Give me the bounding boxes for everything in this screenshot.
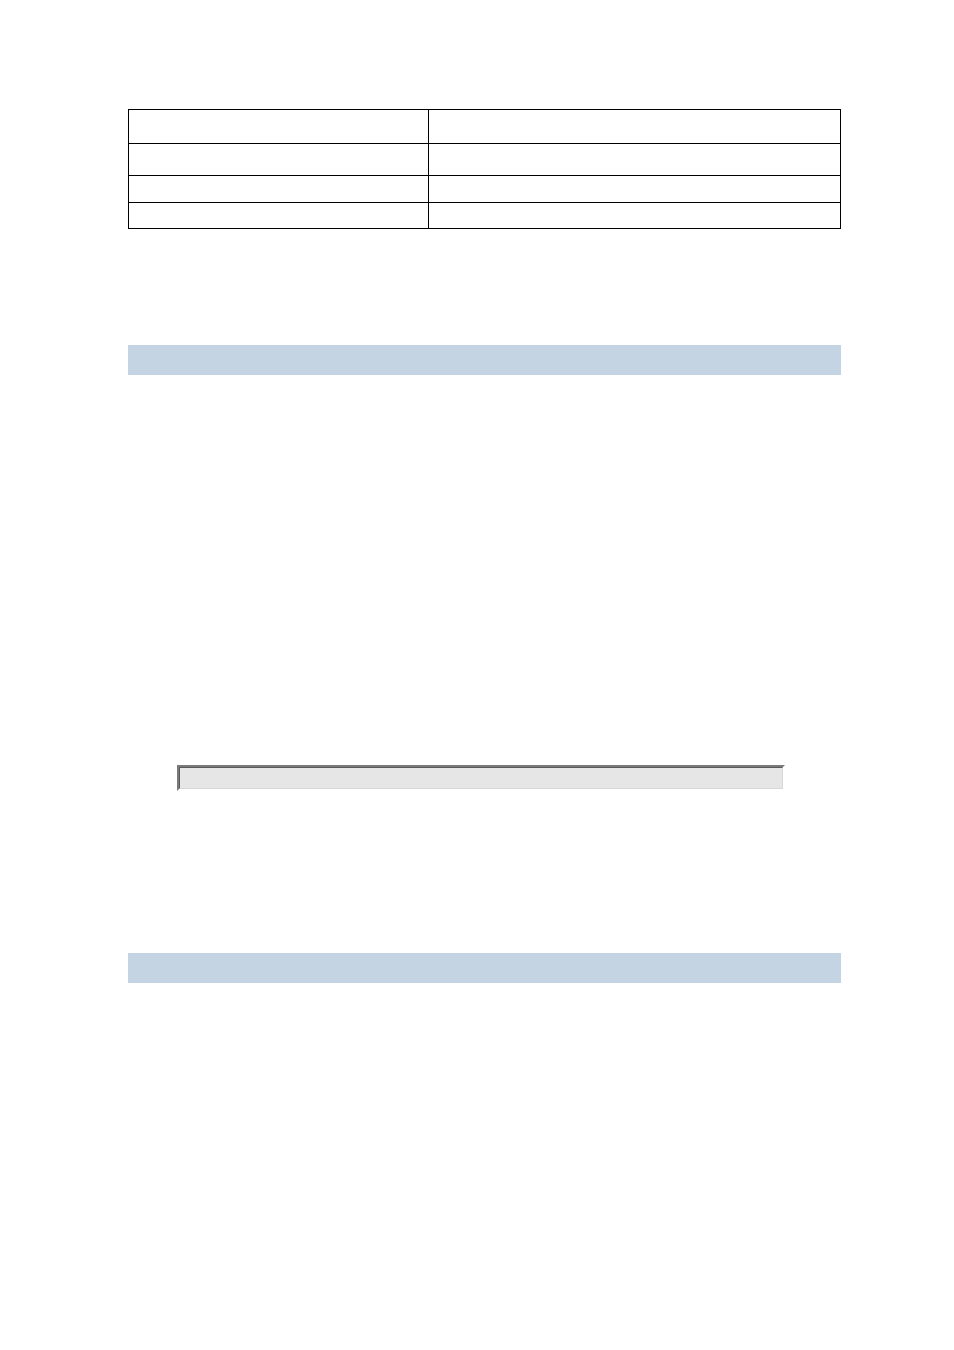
table-row [129,203,841,229]
highlight-band-2 [128,953,841,983]
table-row [129,144,841,176]
inset-box [177,765,785,791]
table-row [129,110,841,144]
table-cell [428,110,840,144]
table-cell [129,144,429,176]
table-cell [129,176,429,203]
table-cell [129,203,429,229]
table-cell [129,110,429,144]
highlight-band-1 [128,345,841,375]
table-cell [428,176,840,203]
data-table [128,109,841,229]
table-cell [428,144,840,176]
table-cell [428,203,840,229]
page [0,0,954,1350]
table-row [129,176,841,203]
inset-box-inner [179,767,783,789]
